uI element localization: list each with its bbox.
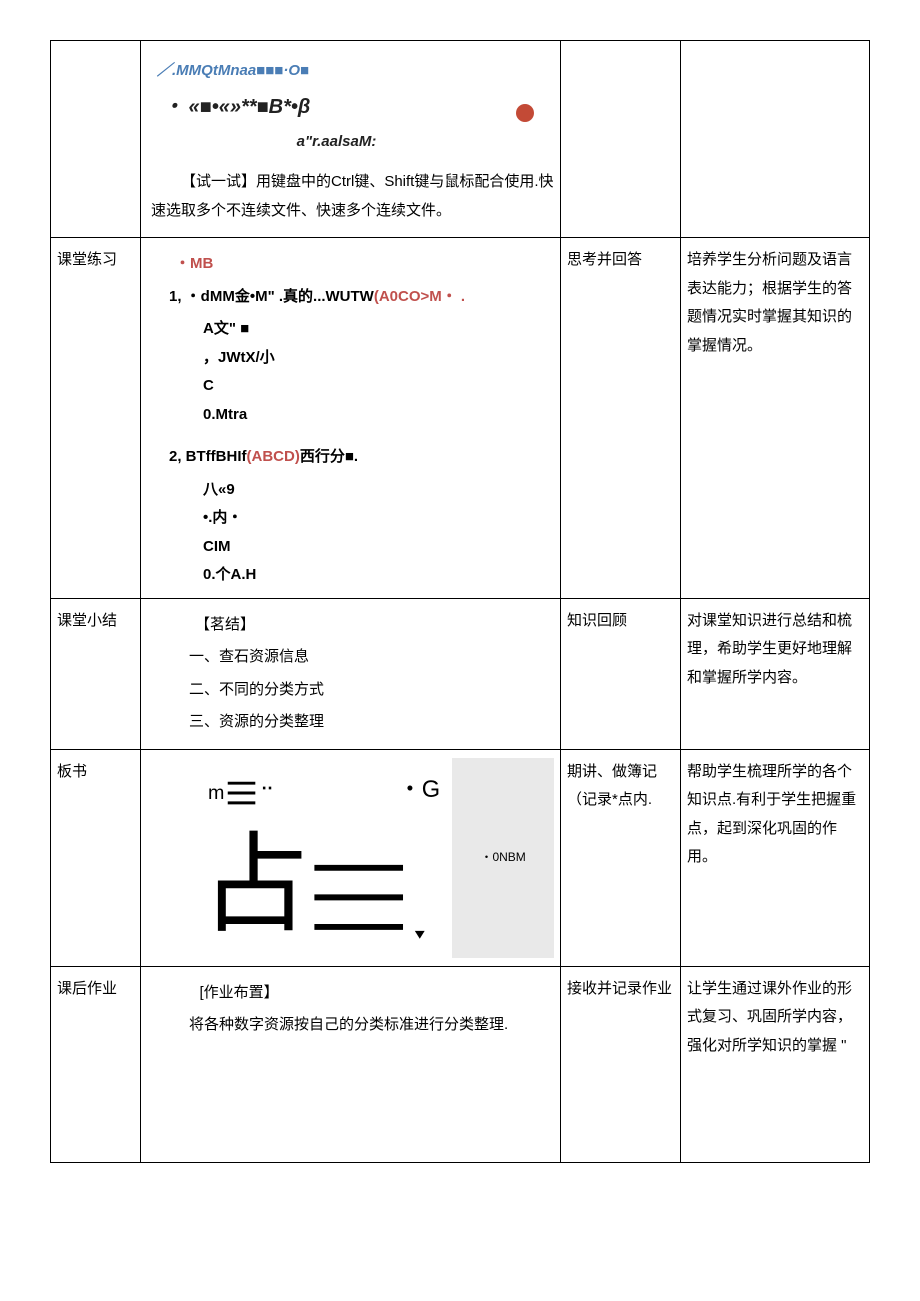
table-row: ／.MMQtMnaa■■■·O■ ・ «■•«»**■B*•β a"r.aals…: [51, 41, 870, 238]
q2-opt-a: 八«9: [147, 476, 554, 505]
garble-line-3: a"r.aalsaM:: [297, 133, 377, 150]
board-g-label: ・G: [398, 776, 440, 802]
row-label-empty: [51, 41, 141, 238]
board-label: 板书: [51, 749, 141, 966]
table-row: 板书 m ‥ ・G 占: [51, 749, 870, 966]
q2-opt-d: 0.个A.H: [147, 561, 554, 590]
pre-purpose-empty: [681, 41, 870, 238]
exercise-main-cell: ・MB 1, ・dMM金•M" .真的...WUTW(A0CO>M・ . A文"…: [141, 238, 561, 599]
garble-line-1: ／.MMQtMnaa■■■·O■: [157, 62, 309, 79]
q1-stem-a: 1, ・dMM金•M" .真的...WUTW: [169, 288, 374, 305]
summary-purpose: 对课堂知识进行总结和梳理，希助学生更好地理解和掌握所学内容。: [681, 598, 870, 749]
board-activity: 期讲、做簿记（记录*点内.: [561, 749, 681, 966]
homework-content: 将各种数字资源按自己的分类标准进行分类整理.: [147, 1011, 554, 1040]
board-diagram-icon: m ‥ ・G 占: [147, 758, 452, 958]
q1-opt-b: ，JWtX/小: [147, 344, 554, 373]
pre-activity-empty: [561, 41, 681, 238]
q1-stem-b: (A0CO>M・ .: [374, 288, 465, 305]
summary-p3: 三、资源的分类整理: [147, 708, 554, 737]
homework-label: 课后作业: [51, 966, 141, 1162]
exercise-label: 课堂练习: [51, 238, 141, 599]
q1-opt-c: C: [147, 372, 554, 401]
homework-title: [作业布置】: [147, 979, 554, 1008]
summary-label: 课堂小结: [51, 598, 141, 749]
svg-text:‥: ‥: [261, 773, 273, 793]
table-row: 课堂小结 【茗结】 一、查石资源信息 二、不同的分类方式 三、资源的分类整理 知…: [51, 598, 870, 749]
table-row: 课堂练习 ・MB 1, ・dMM金•M" .真的...WUTW(A0CO>M・ …: [51, 238, 870, 599]
board-m-label: m: [208, 781, 224, 803]
board-side-label: ・0NBM: [452, 758, 554, 958]
q2-stem-b: (ABCD): [247, 448, 300, 465]
board-main-cell: m ‥ ・G 占: [141, 749, 561, 966]
summary-activity: 知识回顾: [561, 598, 681, 749]
q1-opt-a: A文" ■: [147, 315, 554, 344]
q2-opt-b: •.内・: [147, 504, 554, 533]
exercise-purpose: 培养学生分析问题及语言表达能力；根据学生的答题情况实时掌握其知识的掌握情况。: [681, 238, 870, 599]
summary-p1: 一、查石资源信息: [147, 643, 554, 672]
summary-p2: 二、不同的分类方式: [147, 676, 554, 705]
pre-main-cell: ／.MMQtMnaa■■■·O■ ・ «■•«»**■B*•β a"r.aals…: [141, 41, 561, 238]
q2-stem-a: 2, BTffBHIf: [169, 448, 247, 465]
board-purpose: 帮助学生梳理所学的各个知识点.有利于学生把握重点，起到深化巩固的作用。: [681, 749, 870, 966]
red-dot-icon: [516, 104, 534, 122]
homework-main-cell: [作业布置】 将各种数字资源按自己的分类标准进行分类整理.: [141, 966, 561, 1162]
try-it-text: 【试一试】用键盘中的Ctrl键、Shift键与鼠标配合使用.快速选取多个不连续文…: [147, 160, 554, 225]
q2-opt-c: CIM: [147, 533, 554, 562]
exercise-activity: 思考并回答: [561, 238, 681, 599]
homework-purpose: 让学生通过课外作业的形式复习、巩固所学内容，强化对所学知识的掌握 ": [681, 966, 870, 1162]
table-row: 课后作业 [作业布置】 将各种数字资源按自己的分类标准进行分类整理. 接收并记录…: [51, 966, 870, 1162]
homework-activity: 接收并记录作业: [561, 966, 681, 1162]
garbled-header-block: ／.MMQtMnaa■■■·O■ ・ «■•«»**■B*•β a"r.aals…: [147, 49, 554, 156]
lesson-plan-table: ／.MMQtMnaa■■■·O■ ・ «■•«»**■B*•β a"r.aals…: [50, 40, 870, 1163]
summary-main-cell: 【茗结】 一、查石资源信息 二、不同的分类方式 三、资源的分类整理: [141, 598, 561, 749]
q1-opt-d: 0.Mtra: [147, 401, 554, 430]
exercise-mb-head: ・MB: [175, 255, 213, 272]
q2-stem-c: 西行分■.: [300, 448, 358, 465]
zhan-glyph-icon: 占: [201, 826, 309, 946]
summary-head: 【茗结】: [147, 611, 554, 640]
garble-line-2: ・ «■•«»**■B*•β: [163, 96, 310, 118]
